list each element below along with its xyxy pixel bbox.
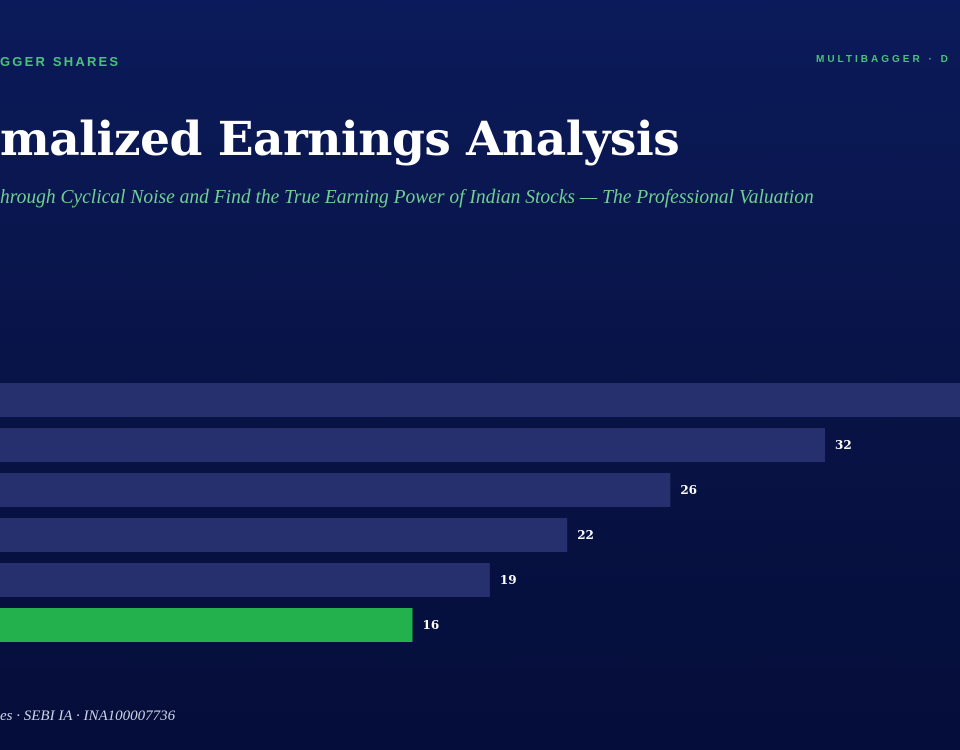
page-subtitle: hrough Cyclical Noise and Find the True … xyxy=(0,187,814,208)
bar-2 xyxy=(0,473,671,507)
bar-value-label: 22 xyxy=(577,528,594,542)
bar-1 xyxy=(0,428,825,462)
bar-value-label: 19 xyxy=(500,573,517,587)
bar-4 xyxy=(0,563,490,597)
brand-right: MULTIBAGGER · D xyxy=(816,54,951,65)
page-title: malized Earnings Analysis xyxy=(0,112,680,167)
bar-value-label: 16 xyxy=(423,618,440,632)
brand-left: GGER SHARES xyxy=(0,54,121,69)
bar-0 xyxy=(0,383,960,417)
bar-5 xyxy=(0,608,413,642)
bar-chart: 32 26 22 19 16 xyxy=(0,383,960,642)
bar-value-label: 32 xyxy=(835,438,852,452)
bar-value-label: 26 xyxy=(680,483,697,497)
bar-3 xyxy=(0,518,568,552)
footer-text: es · SEBI IA · INA100007736 xyxy=(0,708,176,724)
